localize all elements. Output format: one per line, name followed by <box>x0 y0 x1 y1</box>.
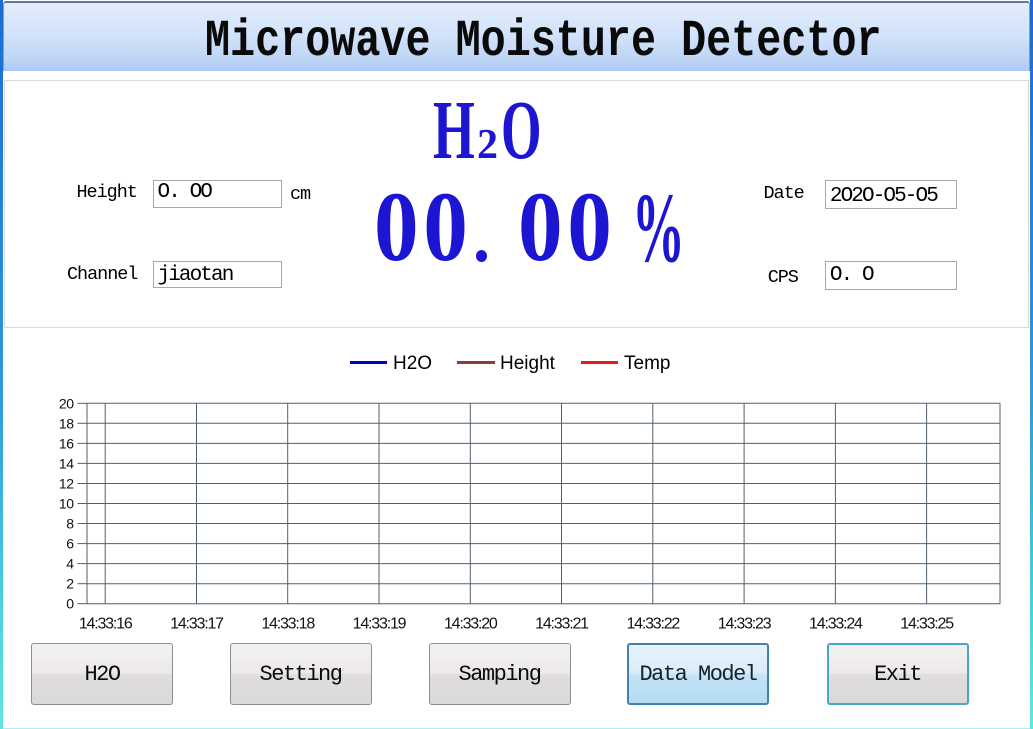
svg-text:0: 0 <box>66 596 74 612</box>
svg-text:14:33:23: 14:33:23 <box>718 616 772 633</box>
svg-text:14:33:20: 14:33:20 <box>444 616 498 633</box>
svg-text:4: 4 <box>66 556 74 572</box>
svg-text:14: 14 <box>59 455 74 471</box>
svg-text:8: 8 <box>66 516 74 532</box>
svg-text:12: 12 <box>59 476 74 492</box>
svg-text:14:33:25: 14:33:25 <box>900 616 954 633</box>
svg-text:20: 20 <box>59 395 74 411</box>
svg-text:6: 6 <box>66 536 74 552</box>
svg-text:18: 18 <box>59 415 74 431</box>
svg-text:14:33:17: 14:33:17 <box>170 616 224 633</box>
svg-text:2: 2 <box>66 576 74 592</box>
svg-text:14:33:18: 14:33:18 <box>261 616 315 633</box>
svg-text:14:33:16: 14:33:16 <box>79 616 133 633</box>
svg-text:10: 10 <box>59 496 74 512</box>
svg-text:14:33:22: 14:33:22 <box>626 616 680 633</box>
svg-text:16: 16 <box>59 435 74 451</box>
svg-text:14:33:19: 14:33:19 <box>353 616 407 633</box>
svg-text:14:33:24: 14:33:24 <box>809 616 863 633</box>
svg-text:14:33:21: 14:33:21 <box>535 616 589 633</box>
